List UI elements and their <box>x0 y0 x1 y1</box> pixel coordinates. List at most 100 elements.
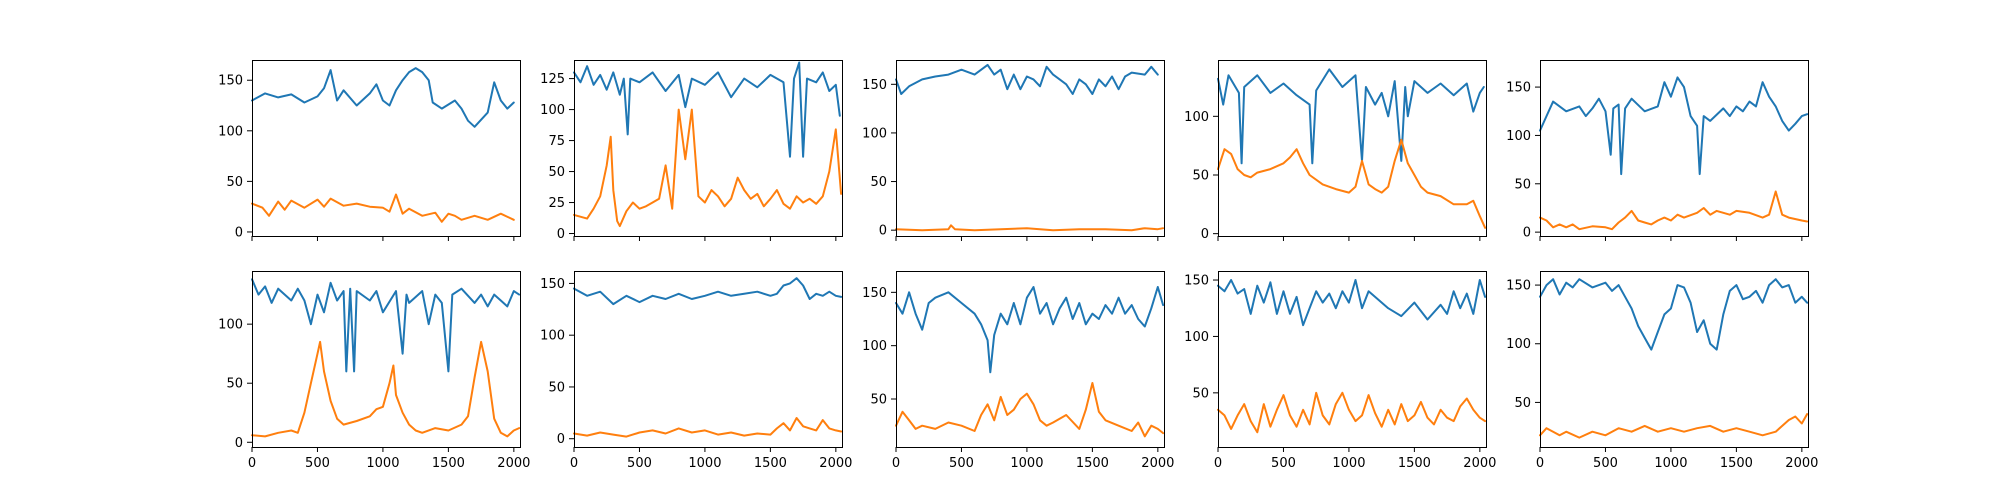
series-line-1 <box>251 67 515 128</box>
x-tick-label: 1000 <box>688 456 721 471</box>
y-tick-label: 150 <box>218 74 243 89</box>
x-tick-label: 1500 <box>432 456 465 471</box>
series-line-1 <box>1217 279 1487 327</box>
y-tick-label: 0 <box>1523 226 1531 241</box>
x-tick-label: 0 <box>1214 456 1222 471</box>
x-tick-label: 1500 <box>1720 456 1753 471</box>
x-tick-label: 1000 <box>1010 456 1043 471</box>
y-tick-label: 150 <box>1506 81 1531 96</box>
x-tick-label: 0 <box>248 456 256 471</box>
series-line-2 <box>573 417 843 438</box>
series-line-2 <box>895 382 1165 438</box>
y-tick-label: 100 <box>218 318 243 333</box>
subplot-9: 0 500 1000 1500 2000 50 100 150 <box>1184 271 1496 471</box>
axes-frame <box>252 60 521 237</box>
x-tick-label: 0 <box>1536 456 1544 471</box>
x-tick-label: 500 <box>1593 456 1618 471</box>
subplot-8: 0 500 1000 1500 2000 50 100 150 <box>862 271 1174 471</box>
axes-frame <box>1540 271 1809 448</box>
series-line-2 <box>573 108 843 228</box>
series-line-2 <box>251 340 521 438</box>
x-tick-label: 1500 <box>1076 456 1109 471</box>
axes-frame <box>1218 271 1487 448</box>
y-tick-label: 50 <box>548 380 565 395</box>
y-tick-label: 100 <box>1506 129 1531 144</box>
y-tick-label: 50 <box>1192 386 1209 401</box>
axes-frame <box>896 271 1165 448</box>
series-line-1 <box>1539 76 1809 176</box>
y-tick-label: 100 <box>862 339 887 354</box>
axes-frame <box>1218 60 1487 237</box>
y-tick-label: 0 <box>557 432 565 447</box>
y-tick-label: 150 <box>862 286 887 301</box>
x-tick-label: 500 <box>305 456 330 471</box>
y-tick-label: 0 <box>235 225 243 240</box>
series-line-2 <box>1217 138 1487 229</box>
y-tick-label: 100 <box>218 124 243 139</box>
subplot-6: 0 500 1000 1500 2000 0 50 100 <box>218 271 530 471</box>
x-tick-label: 500 <box>949 456 974 471</box>
y-tick-label: 100 <box>540 329 565 344</box>
series-line-1 <box>895 63 1159 95</box>
x-tick-label: 500 <box>1271 456 1296 471</box>
series-line-1 <box>1539 278 1809 351</box>
series-line-1 <box>573 277 843 306</box>
y-tick-label: 50 <box>1192 168 1209 183</box>
y-tick-label: 50 <box>870 393 887 408</box>
y-tick-label: 0 <box>557 227 565 242</box>
x-tick-label: 1500 <box>754 456 787 471</box>
x-tick-label: 2000 <box>1141 456 1174 471</box>
subplot-2: 0 25 50 75 100 125 <box>540 60 843 242</box>
x-tick-label: 2000 <box>819 456 852 471</box>
x-tick-label: 1000 <box>1654 456 1687 471</box>
x-tick-label: 1000 <box>1332 456 1365 471</box>
series-line-2 <box>251 193 515 223</box>
x-tick-label: 2000 <box>1785 456 1818 471</box>
axes-frame <box>896 60 1165 237</box>
y-tick-label: 100 <box>862 126 887 141</box>
series-line-2 <box>1217 391 1487 434</box>
y-tick-label: 0 <box>235 436 243 451</box>
y-tick-label: 50 <box>548 165 565 180</box>
x-tick-label: 0 <box>570 456 578 471</box>
axes-frame <box>252 271 521 448</box>
series-line-1 <box>251 278 521 373</box>
y-tick-label: 150 <box>1506 279 1531 294</box>
y-tick-label: 100 <box>1506 337 1531 352</box>
subplot-1: 0 50 100 150 <box>218 60 521 241</box>
x-tick-label: 2000 <box>497 456 530 471</box>
x-tick-label: 1000 <box>366 456 399 471</box>
y-tick-label: 0 <box>879 224 887 239</box>
series-line-2 <box>1539 190 1809 231</box>
y-tick-label: 100 <box>1184 110 1209 125</box>
x-tick-label: 0 <box>892 456 900 471</box>
axes-frame <box>1540 60 1809 237</box>
subplot-10: 0 500 1000 1500 2000 50 100 150 <box>1506 271 1818 471</box>
y-tick-label: 100 <box>1184 330 1209 345</box>
y-tick-label: 150 <box>540 277 565 292</box>
subplot-7: 0 500 1000 1500 2000 0 50 100 150 <box>540 271 852 471</box>
series-line-2 <box>895 224 1165 232</box>
y-tick-label: 150 <box>862 78 887 93</box>
y-tick-label: 50 <box>1514 177 1531 192</box>
x-tick-label: 2000 <box>1463 456 1496 471</box>
y-tick-label: 50 <box>226 377 243 392</box>
y-tick-label: 50 <box>870 175 887 190</box>
subplot-5: 0 50 100 150 <box>1506 60 1809 241</box>
x-tick-label: 500 <box>627 456 652 471</box>
y-tick-label: 50 <box>226 175 243 190</box>
subplot-3: 0 50 100 150 <box>862 60 1165 241</box>
series-line-1 <box>573 61 841 158</box>
y-tick-label: 75 <box>548 134 565 149</box>
y-tick-label: 25 <box>548 196 565 211</box>
series-line-1 <box>1217 68 1485 165</box>
y-tick-label: 0 <box>1201 227 1209 242</box>
y-tick-label: 150 <box>1184 274 1209 289</box>
x-tick-label: 1500 <box>1398 456 1431 471</box>
axes-frame <box>574 271 843 448</box>
y-tick-label: 125 <box>540 72 565 87</box>
y-tick-label: 50 <box>1514 396 1531 411</box>
series-line-1 <box>895 286 1165 374</box>
subplot-4: 0 50 100 <box>1184 60 1487 242</box>
